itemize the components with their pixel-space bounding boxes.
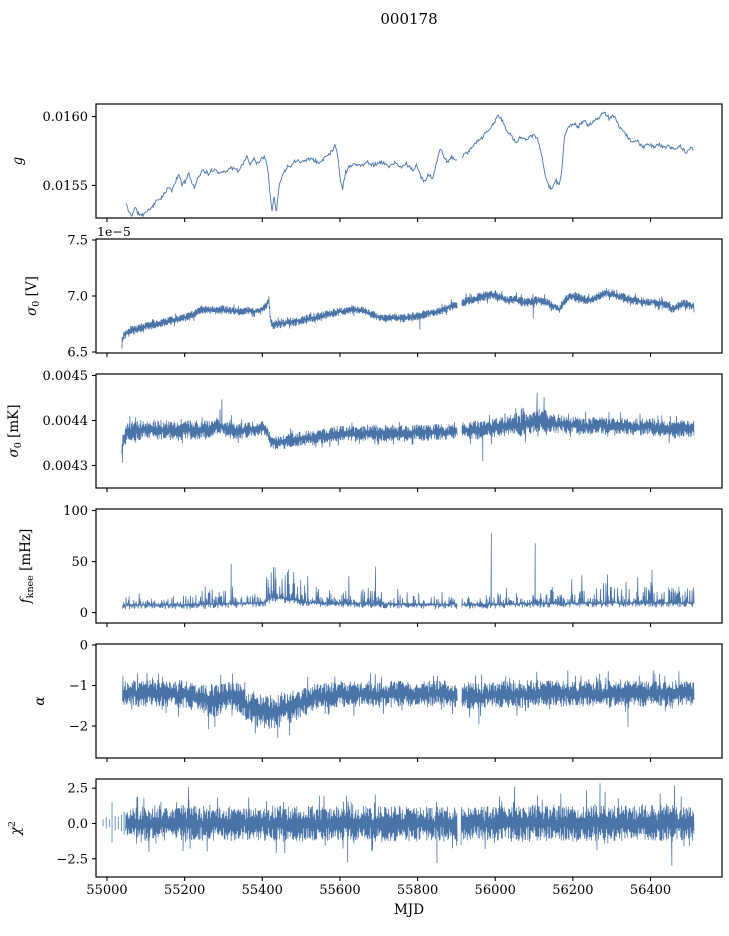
data-line-sigma0-mK — [121, 392, 695, 463]
y-axis-label-part: 0 — [31, 301, 42, 307]
axes-frame — [95, 778, 723, 878]
x-tick-label: 55600 — [319, 883, 360, 898]
axes-frame — [95, 508, 723, 624]
y-tick-label: 0.0160 — [43, 110, 89, 125]
axes-frame — [95, 373, 723, 489]
y-axis-label-part: α — [32, 696, 48, 705]
y-axis-label: χ2 — [7, 821, 24, 836]
y-tick-label: 0 — [80, 606, 88, 621]
y-axis-label-part: knee — [25, 575, 36, 598]
x-tick-label: 56400 — [630, 883, 671, 898]
y-axis-label-part: 2 — [7, 821, 18, 827]
y-axis-label-part: f — [18, 596, 34, 604]
data-line-chi2 — [102, 783, 695, 866]
y-axis-label: α — [32, 696, 48, 705]
y-tick-label: −2.5 — [56, 852, 88, 867]
y-axis-label-part: [V] — [24, 276, 40, 301]
data-line-sigma0-V — [121, 287, 695, 349]
y-tick-label: 0.0043 — [43, 459, 89, 474]
x-tick-label: 55200 — [164, 883, 205, 898]
y-axis-label: g — [10, 156, 26, 165]
axis-offset-text: 1e−5 — [97, 224, 131, 239]
x-tick-label: 55400 — [242, 883, 283, 898]
x-axis-label: MJD — [394, 902, 424, 918]
y-axis-label: fknee [mHz] — [18, 529, 36, 605]
y-tick-label: 0.0045 — [43, 369, 89, 384]
axes-frame — [95, 643, 723, 759]
subplot-chi2: −2.5 0.0 2.5 55000 55200 55400 55600 55800 56000… — [7, 778, 723, 918]
y-axis-label-part: σ — [6, 447, 22, 457]
y-tick-label: 50 — [71, 555, 88, 570]
subplot-g: 0.0155 0.0160 g — [10, 103, 723, 222]
x-tick-label: 56200 — [552, 883, 593, 898]
axes-frame — [95, 103, 723, 219]
y-axis-label-part: χ — [8, 826, 24, 836]
y-tick-label: 6.5 — [67, 345, 88, 360]
figure-title: 000178 — [380, 10, 438, 28]
x-tick-label: 55800 — [397, 883, 438, 898]
y-tick-label: 0.0044 — [43, 414, 89, 429]
subplot-f-knee: 0 50 100 fknee [mHz] — [18, 504, 723, 627]
y-axis-label-part: [mK] — [6, 405, 22, 443]
subplot-sigma0-mK: 0.0043 0.0044 0.0045 σ0 [mK] — [6, 369, 723, 492]
y-tick-label: −1 — [69, 679, 88, 694]
x-tick-label: 56000 — [475, 883, 516, 898]
data-line-alpha — [122, 670, 695, 739]
y-tick-label: 0.0 — [67, 817, 88, 832]
y-tick-label: 7.5 — [67, 234, 88, 249]
subplot-sigma0-V: 6.5 7.0 7.5 1e−5 σ0 [V] — [24, 224, 723, 360]
y-tick-label: 0 — [80, 639, 88, 654]
y-tick-label: 100 — [63, 504, 88, 519]
data-line-g — [125, 111, 694, 218]
y-axis-label-part: [mHz] — [18, 529, 34, 576]
y-axis-label-part: g — [10, 156, 26, 165]
data-line-f-knee — [122, 532, 695, 610]
subplot-alpha: −2 −1 0 α — [32, 639, 723, 762]
x-tick-label: 55000 — [86, 883, 127, 898]
y-tick-label: 0.0155 — [43, 179, 89, 194]
y-tick-label: 7.0 — [67, 290, 88, 305]
y-axis-label: σ0 [V] — [24, 276, 42, 316]
y-tick-label: −2 — [69, 720, 88, 735]
y-axis-label-part: 0 — [13, 442, 24, 448]
y-axis-label-part: σ — [24, 306, 40, 316]
y-axis-label: σ0 [mK] — [6, 405, 24, 458]
y-tick-label: 2.5 — [67, 782, 88, 797]
